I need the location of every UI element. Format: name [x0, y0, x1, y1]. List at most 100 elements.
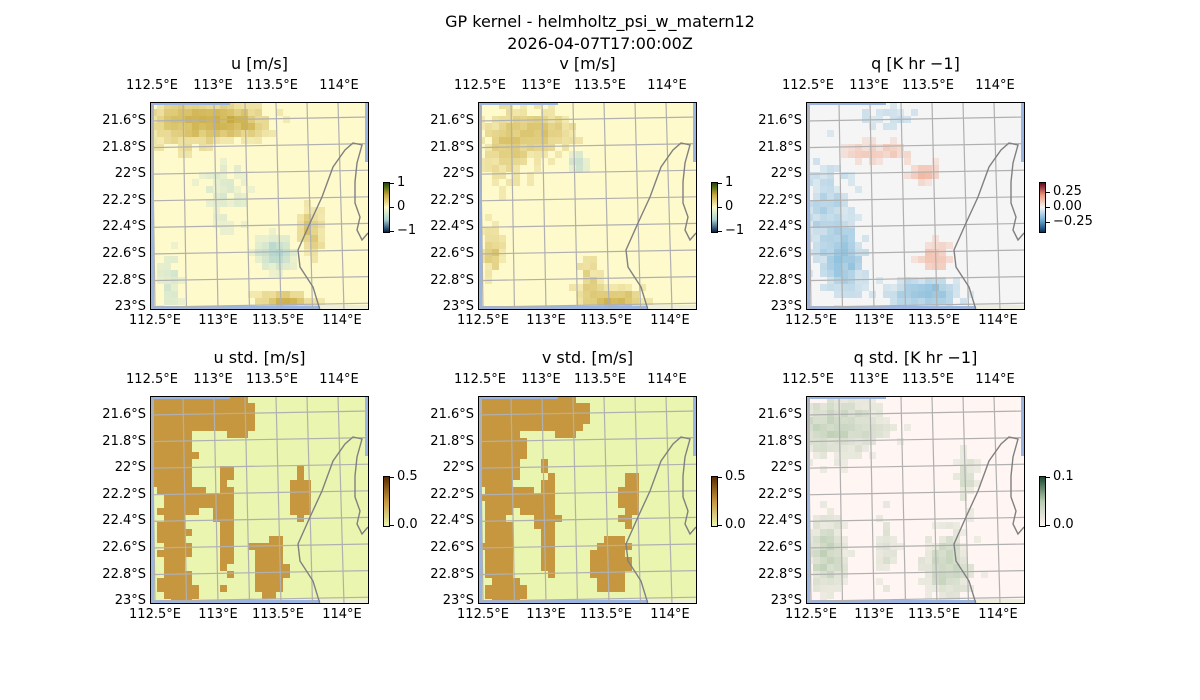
heatmap-cell [848, 256, 855, 263]
heatmap-cell [583, 158, 590, 165]
parallel-gridline [150, 490, 369, 496]
heatmap-cell [918, 284, 925, 291]
heatmap-cell [604, 291, 611, 298]
axes-frame [806, 396, 1025, 604]
heatmap-cell [499, 123, 506, 130]
heatmap-cell [485, 263, 492, 270]
heatmap-cell [813, 543, 820, 550]
heatmap-cell [269, 543, 276, 550]
heatmap-cell [904, 424, 911, 431]
heatmap-cell [255, 256, 262, 263]
heatmap-cell [283, 249, 290, 256]
heatmap-cell [960, 445, 967, 452]
heatmap-cell [841, 417, 848, 424]
heatmap-cell [276, 578, 283, 585]
heatmap-cell [862, 151, 869, 158]
heatmap-cell [827, 263, 834, 270]
heatmap-cell [953, 571, 960, 578]
heatmap-cell [841, 242, 848, 249]
heatmap-cell [541, 466, 548, 473]
heatmap-cell [576, 424, 583, 431]
heatmap-cell [918, 277, 925, 284]
heatmap-cell [157, 550, 164, 557]
heatmap-cell [625, 508, 632, 515]
heatmap-cell [220, 417, 227, 424]
heatmap-cell [269, 557, 276, 564]
heatmap-cell [220, 200, 227, 207]
heatmap-cell [618, 291, 625, 298]
parallel-gridline [478, 516, 697, 522]
heatmap-cell [534, 158, 541, 165]
heatmap-cell [841, 522, 848, 529]
heatmap-cell [485, 585, 492, 592]
heatmap-cell [164, 501, 171, 508]
heatmap-cell [953, 564, 960, 571]
parallel-gridline [150, 596, 369, 602]
heatmap-cell [234, 417, 241, 424]
heatmap-cell [939, 592, 946, 599]
heatmap-cell [527, 179, 534, 186]
heatmap-cell [290, 256, 297, 263]
heatmap-cell [946, 571, 953, 578]
coastline [297, 142, 369, 310]
heatmap-cell [269, 130, 276, 137]
heatmap-cell [192, 585, 199, 592]
heatmap-cell [904, 298, 911, 305]
heatmap-cell [485, 123, 492, 130]
lon-tick-label-bottom: 112.5°E [785, 607, 837, 622]
heatmap-cell [269, 235, 276, 242]
heatmap-cell [625, 494, 632, 501]
heatmap-cell [527, 123, 534, 130]
meridian-gridline [665, 102, 673, 310]
heatmap-cell [164, 123, 171, 130]
lon-tick-label-top: 113°E [849, 78, 889, 93]
heatmap-cell [206, 137, 213, 144]
heatmap-cell [269, 571, 276, 578]
heatmap-cell [813, 186, 820, 193]
heatmap-cell [269, 228, 276, 235]
heatmap-cell [227, 102, 234, 109]
heatmap-cell [848, 214, 855, 221]
heatmap-cell [157, 445, 164, 452]
heatmap-cell [820, 228, 827, 235]
heatmap-cell [848, 431, 855, 438]
heatmap-cell [492, 158, 499, 165]
heatmap-cell [527, 494, 534, 501]
heatmap-cell [876, 578, 883, 585]
heatmap-cell [834, 235, 841, 242]
heatmap-cell [897, 438, 904, 445]
parallel-gridline [478, 276, 697, 282]
heatmap-cell [876, 403, 883, 410]
lon-tick-label-bottom: 114°E [650, 607, 690, 622]
nodata-edge [806, 396, 886, 399]
lat-tick-label: 21.6°S [758, 113, 802, 128]
heatmap-cell [548, 550, 555, 557]
heatmap-cell [157, 130, 164, 137]
heatmap-cell [618, 571, 625, 578]
heatmap-cell [290, 487, 297, 494]
heatmap-cell [506, 585, 513, 592]
heatmap-cell [583, 263, 590, 270]
heatmap-cell [227, 123, 234, 130]
heatmap-cell [255, 102, 262, 109]
heatmap-cell [855, 214, 862, 221]
heatmap-cell [185, 578, 192, 585]
heatmap-cell [939, 284, 946, 291]
heatmap-cell [827, 284, 834, 291]
heatmap-cell [234, 403, 241, 410]
heatmap-cell [171, 529, 178, 536]
heatmap-cell [164, 459, 171, 466]
parallel-gridline [478, 302, 697, 308]
heatmap-cell [220, 508, 227, 515]
heatmap-cell [960, 487, 967, 494]
heatmap-cell [513, 396, 520, 403]
parallel-gridline [478, 169, 697, 175]
heatmap-cell [967, 571, 974, 578]
heatmap-cell [276, 109, 283, 116]
heatmap-cell [946, 578, 953, 585]
heatmap-cell [555, 151, 562, 158]
heatmap-cell [555, 424, 562, 431]
heatmap-cell [506, 417, 513, 424]
heatmap-cell [813, 529, 820, 536]
heatmap-cell [485, 550, 492, 557]
